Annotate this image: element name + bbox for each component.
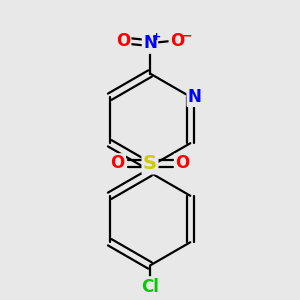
Text: O: O: [116, 32, 130, 50]
Text: +: +: [152, 32, 161, 42]
Text: Cl: Cl: [141, 278, 159, 296]
Text: N: N: [188, 88, 202, 106]
Text: O: O: [170, 32, 184, 50]
Text: S: S: [143, 154, 157, 173]
Text: O: O: [110, 154, 125, 172]
Text: −: −: [182, 29, 192, 42]
Text: O: O: [175, 154, 190, 172]
Text: N: N: [143, 34, 157, 52]
